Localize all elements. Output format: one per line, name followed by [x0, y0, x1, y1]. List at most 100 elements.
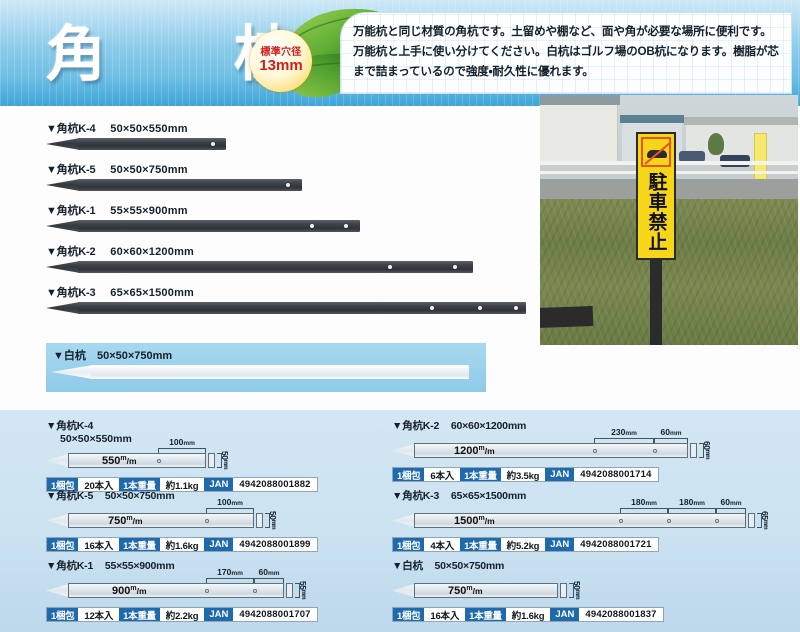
- spec-dimension: 55×55×900mm: [104, 560, 175, 572]
- measure-label: 100mm: [158, 437, 206, 447]
- width-value: 50: [268, 511, 278, 520]
- measure-value: 60: [660, 427, 670, 437]
- measure-label: 100mm: [206, 497, 254, 507]
- dimension-drawing: 100mm 550m/m 50mm: [46, 437, 376, 472]
- length-value: 750: [108, 515, 127, 527]
- weight-key: 1本重量: [119, 538, 160, 552]
- measure-unit: mm: [669, 430, 682, 437]
- package-key: 1梱包: [393, 608, 425, 622]
- drawing-hole: [205, 589, 209, 593]
- package-value: 16本入: [424, 608, 466, 622]
- measure-value: 180: [631, 497, 646, 507]
- measure-value: 60: [720, 497, 730, 507]
- list-item: ▼角杭K-3 65×65×1500mm: [46, 284, 526, 315]
- package-key: 1梱包: [47, 608, 79, 622]
- width-label: 50mm: [220, 451, 230, 469]
- length-value: 750: [448, 585, 467, 597]
- weight-value: 約5.2kg: [500, 538, 546, 552]
- drawing-end-cap: [256, 513, 263, 528]
- measure-label: 170mm: [206, 567, 254, 577]
- spec-title: ▼角杭K-3 65×65×1500mm: [392, 488, 792, 503]
- stake-tip: [46, 261, 80, 273]
- dimension-drawing: 100mm 750m/m 50mm: [46, 497, 376, 532]
- product-label: ▼角杭K-1: [46, 205, 96, 217]
- spec-title: ▼白杭 50×50×750mm: [392, 558, 792, 573]
- width-unit: mm: [270, 519, 276, 530]
- drawing-hole: [157, 459, 161, 463]
- stake-body: [78, 138, 226, 150]
- spec-bar: 1梱包 4本入 1本重量 約5.2kg JAN 4942088001721: [392, 537, 659, 552]
- jan-value: 4942088001714: [574, 468, 658, 481]
- spec-bar: 1梱包 16本入 1本重量 約1.6kg JAN 4942088001899: [46, 537, 318, 552]
- product-dimension: 50×50×750mm: [110, 164, 188, 176]
- stake-body: [78, 261, 473, 273]
- drawing-body: [414, 443, 688, 458]
- measure-value: 170: [217, 567, 232, 577]
- measure-label: 180mm: [668, 497, 716, 507]
- stake-illustration: [46, 261, 526, 274]
- weight-value: 約1.1kg: [159, 478, 205, 492]
- spec-bar: 1梱包 12本入 1本重量 約2.2kg JAN 4942088001707: [46, 607, 318, 622]
- width-value: 60: [702, 441, 712, 450]
- measure-value: 180: [679, 497, 694, 507]
- jan-value: 4942088001837: [579, 608, 663, 621]
- spec-dimension: 60×60×1200mm: [450, 420, 527, 432]
- measure-bracket: [668, 508, 716, 514]
- stake-illustration: [46, 302, 526, 315]
- drawing-end-cap: [690, 443, 697, 458]
- jan-value: 4942088001721: [574, 538, 658, 551]
- weight-key: 1本重量: [119, 608, 160, 622]
- measure-value: 100: [217, 497, 232, 507]
- product-heading: ▼角杭K-5 50×50×750mm: [46, 161, 526, 177]
- stake-hole: [453, 265, 457, 269]
- jan-key: JAN: [204, 608, 234, 621]
- sign-text: 駐車禁止: [645, 172, 667, 252]
- weight-key: 1本重量: [465, 608, 506, 622]
- width-label: 60mm: [702, 441, 712, 459]
- weight-value: 約2.2kg: [159, 608, 205, 622]
- spec-dimension: 50×50×550mm: [60, 433, 132, 445]
- product-heading: ▼角杭K-2 60×60×1200mm: [46, 243, 526, 259]
- photo-building-left: [540, 100, 618, 164]
- white-stake-tip: [51, 365, 93, 379]
- spec-card-k5: ▼角杭K-5 50×50×750mm 100mm 750m/m 50mm: [46, 488, 376, 552]
- stake-hole: [478, 306, 482, 310]
- white-stake-body: [91, 365, 469, 379]
- product-label: ▼角杭K-3: [46, 287, 96, 299]
- drawing-end-cap: [208, 453, 215, 468]
- package-value: 16本入: [78, 538, 120, 552]
- spec-title: ▼角杭K-1 55×55×900mm: [46, 558, 376, 573]
- measure-unit: mm: [231, 570, 243, 577]
- stake-illustration: [46, 138, 526, 151]
- stake-body: [78, 179, 302, 191]
- dimension-drawing: 230mm 60mm 1200m/m 60mm: [392, 427, 792, 462]
- width-unit: mm: [222, 459, 228, 470]
- drawing-hole: [715, 519, 719, 523]
- width-value: 65: [760, 511, 770, 520]
- photo-car-1: [679, 151, 705, 162]
- measure-bracket: [158, 448, 206, 454]
- length-label: 550m/m: [102, 455, 137, 467]
- length-label: 750m/m: [448, 585, 483, 597]
- measure-bracket: [594, 438, 654, 444]
- weight-key: 1本重量: [119, 478, 160, 492]
- measure-bracket: [206, 508, 254, 514]
- width-unit: mm: [574, 589, 580, 600]
- stake-hole: [430, 306, 434, 310]
- measure-label: 60mm: [716, 497, 746, 507]
- measure-value: 60: [258, 567, 268, 577]
- length-label: 900m/m: [112, 585, 147, 597]
- package-key: 1梱包: [393, 538, 425, 552]
- drawing-end-cap: [286, 583, 293, 598]
- photo-roof-mid: [620, 115, 684, 123]
- product-heading: ▼角杭K-3 65×65×1500mm: [46, 284, 526, 300]
- list-item: ▼角杭K-2 60×60×1200mm: [46, 243, 526, 274]
- stake-hole: [310, 224, 314, 228]
- measure-label: 230mm: [594, 427, 654, 437]
- list-item: ▼角杭K-1 55×55×900mm: [46, 202, 526, 233]
- photo-stake-post: [650, 260, 662, 345]
- spec-title-text: ▼白杭: [392, 560, 423, 572]
- spec-title: ▼角杭K-2 60×60×1200mm: [392, 418, 792, 433]
- spec-card-k2: ▼角杭K-2 60×60×1200mm 230mm 60mm 1200m: [392, 418, 792, 482]
